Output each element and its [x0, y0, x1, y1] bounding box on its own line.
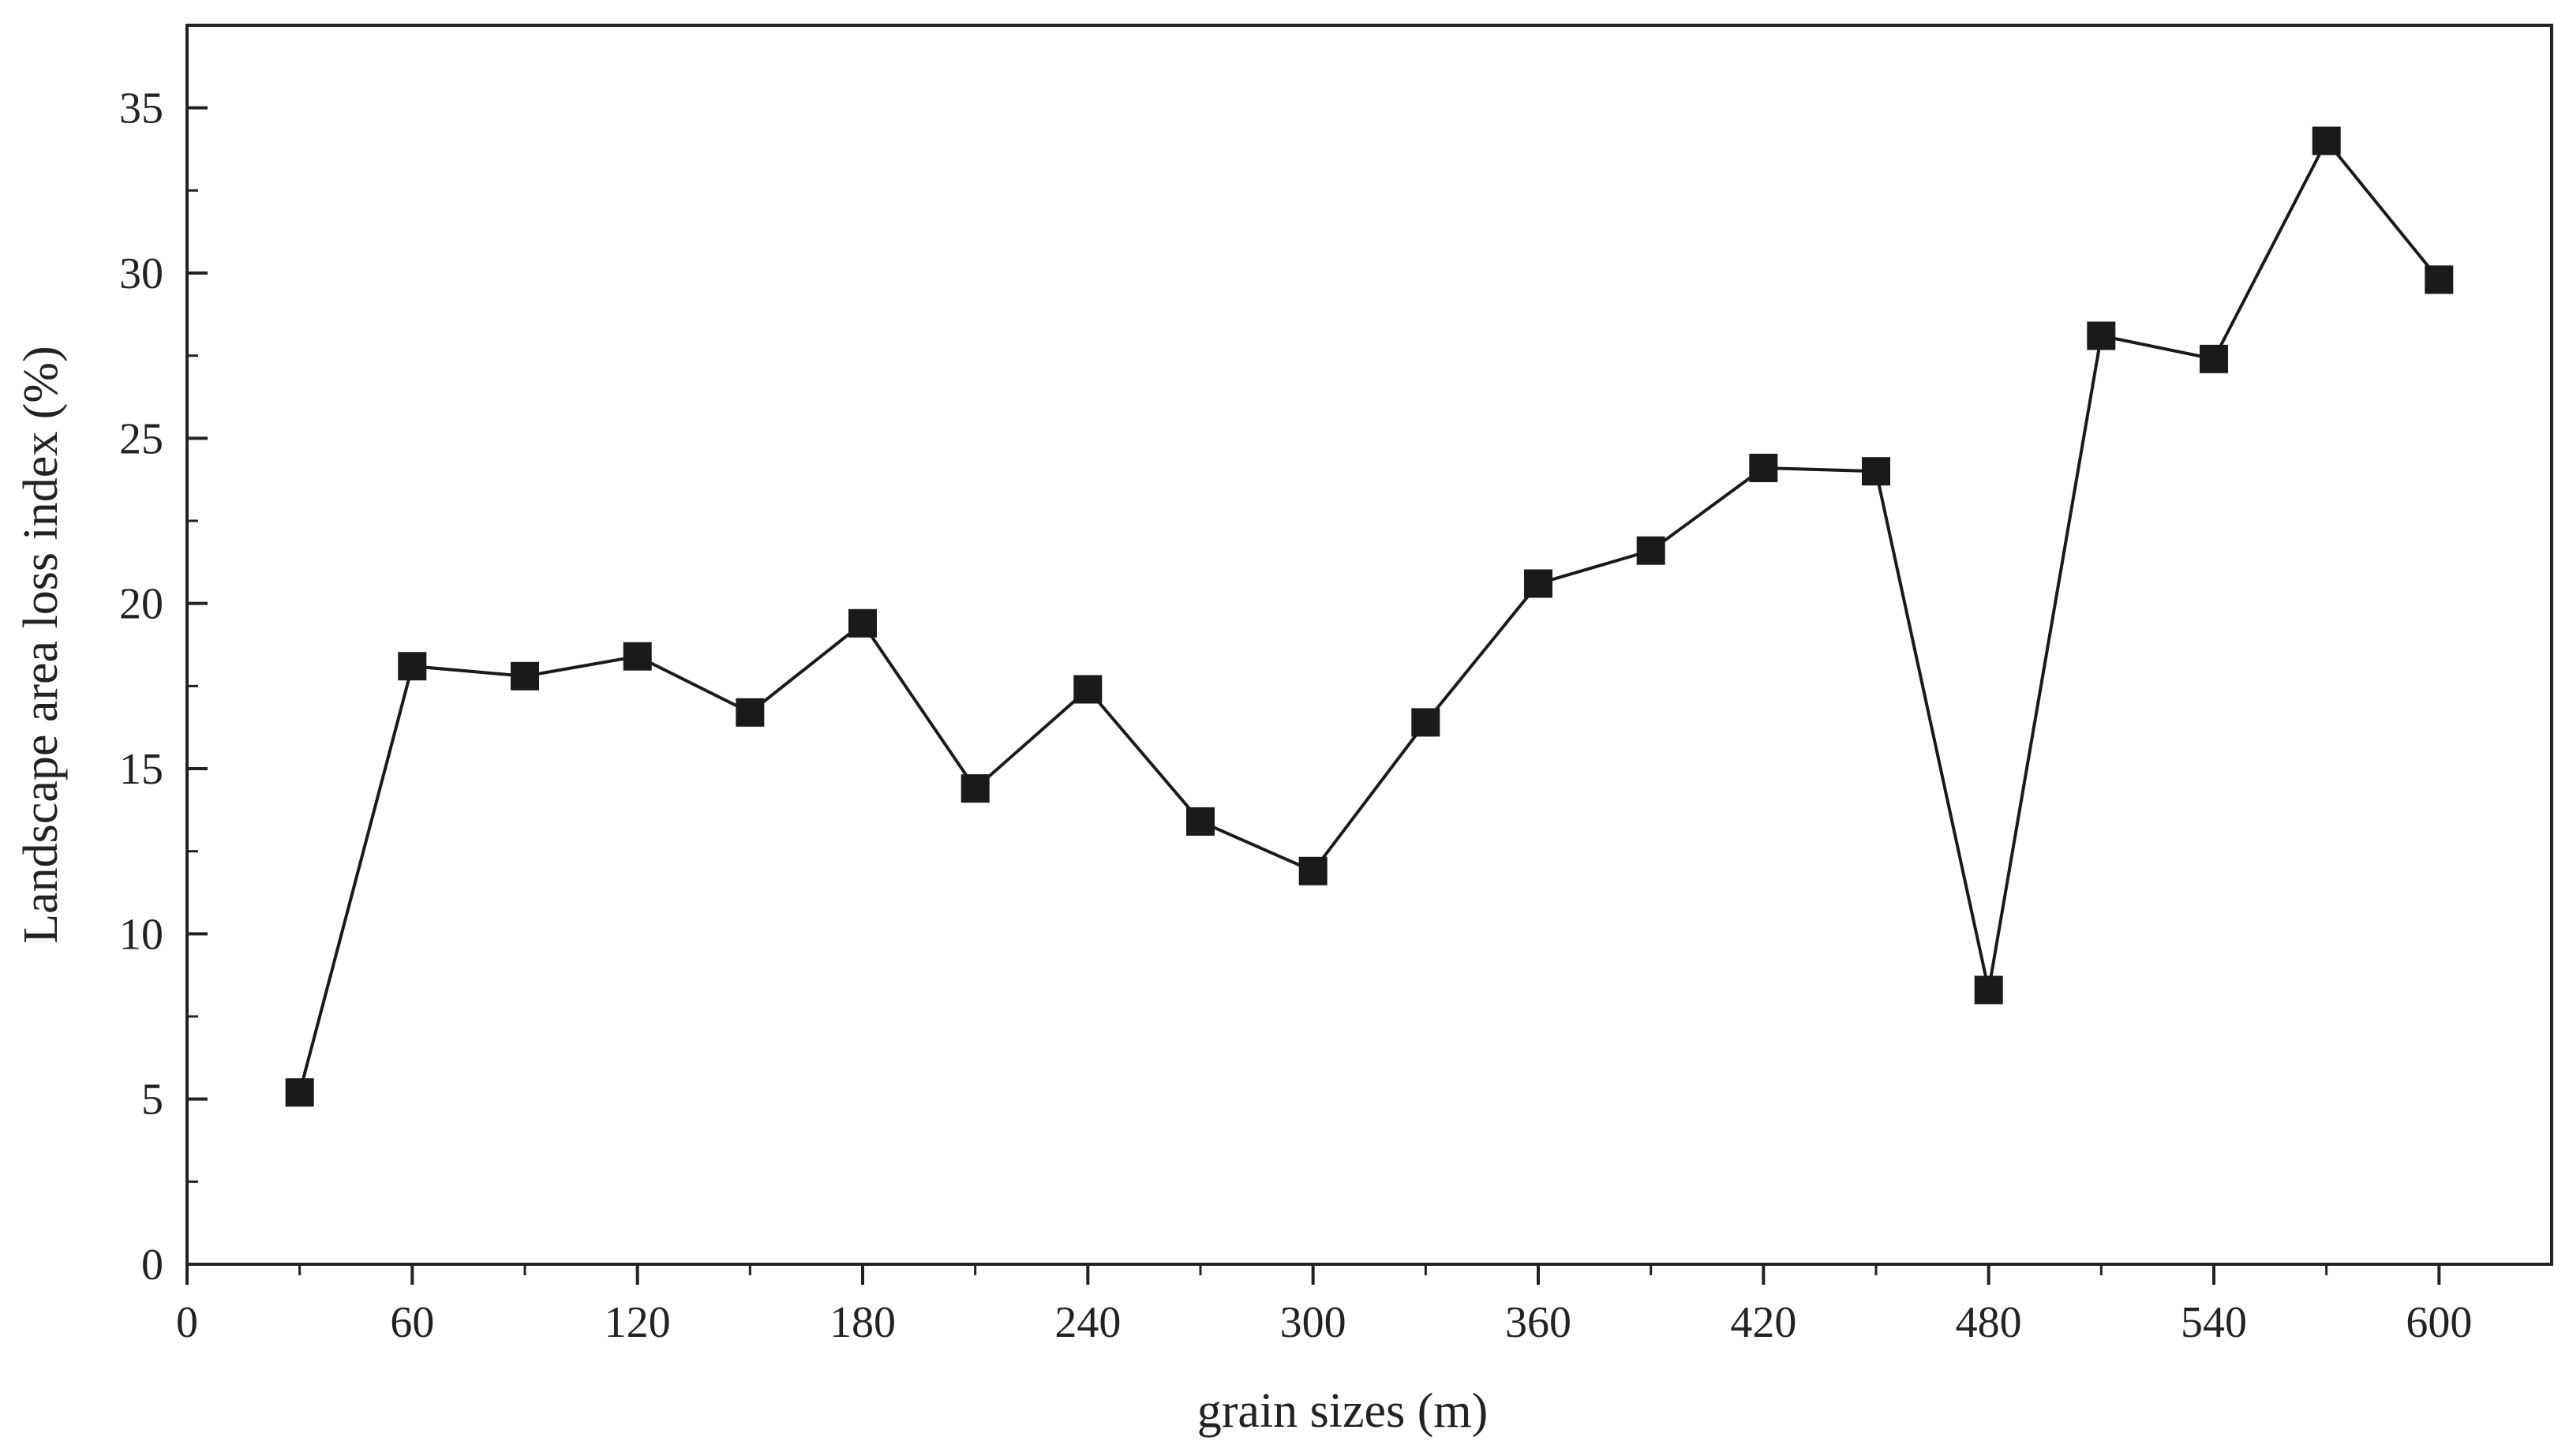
data-point-marker: [736, 698, 765, 727]
x-tick-label: 120: [605, 1298, 671, 1347]
series-layer: [285, 126, 2454, 1107]
x-tick-label: 60: [390, 1298, 434, 1347]
data-point-marker: [2087, 321, 2116, 350]
data-point-marker: [1974, 975, 2003, 1005]
data-point-marker: [285, 1078, 314, 1107]
data-point-marker: [2312, 126, 2341, 155]
data-point-marker: [2425, 265, 2454, 294]
y-tick-label: 5: [141, 1076, 163, 1125]
x-tick-label: 420: [1730, 1298, 1796, 1347]
data-point-marker: [623, 642, 652, 671]
data-point-marker: [1073, 675, 1103, 704]
x-axis-title: grain sizes (m): [1197, 1384, 1488, 1438]
data-point-marker: [1411, 708, 1440, 737]
data-point-marker: [848, 608, 877, 638]
data-point-marker: [961, 774, 990, 803]
x-tick-label: 0: [176, 1298, 198, 1347]
y-tick-label: 30: [119, 249, 163, 298]
y-tick-label: 15: [119, 745, 163, 794]
y-tick-label: 25: [119, 414, 163, 463]
y-tick-label: 35: [119, 84, 163, 133]
data-point-marker: [2200, 344, 2228, 373]
data-point-marker: [1749, 454, 1778, 482]
x-tick-label: 540: [2181, 1298, 2247, 1347]
x-tick-label: 360: [1505, 1298, 1571, 1347]
data-point-marker: [1298, 856, 1328, 885]
series-line: [298, 137, 2440, 1093]
y-axis-ticks: 0 5 10 15 20 25 30 35: [119, 84, 208, 1289]
data-point-marker: [398, 652, 427, 681]
x-tick-label: 480: [1956, 1298, 2022, 1347]
data-point-marker: [511, 661, 539, 691]
x-tick-label: 240: [1054, 1298, 1121, 1347]
y-tick-label: 10: [119, 910, 163, 959]
x-tick-label: 600: [2406, 1298, 2472, 1347]
data-point-marker: [1636, 536, 1665, 565]
y-tick-label: 0: [141, 1241, 163, 1289]
x-tick-label: 180: [829, 1298, 896, 1347]
data-point-marker: [1862, 457, 1890, 486]
y-tick-label: 20: [119, 580, 163, 629]
x-tick-label: 300: [1280, 1298, 1346, 1347]
plot-frame: [185, 24, 2553, 1266]
data-point-marker: [1524, 569, 1552, 598]
x-axis-ticks: 0 60 120 180 240 300 360 420 480 540 600: [176, 1264, 2472, 1347]
y-axis-title: Landscape area loss index (%): [14, 346, 68, 943]
data-point-marker: [1186, 807, 1215, 836]
